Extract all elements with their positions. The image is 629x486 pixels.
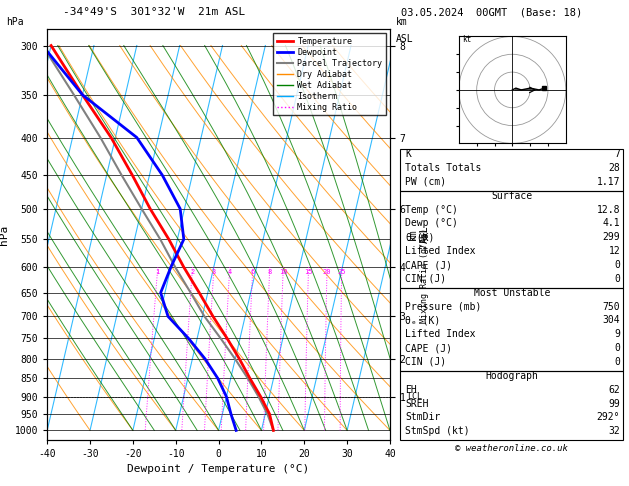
Text: 7: 7: [615, 149, 620, 159]
Text: θₑ (K): θₑ (K): [405, 315, 440, 326]
Text: hPa: hPa: [6, 17, 24, 27]
Text: 9: 9: [615, 330, 620, 339]
Text: StmDir: StmDir: [405, 412, 440, 422]
Text: SREH: SREH: [405, 399, 428, 409]
Text: 4: 4: [227, 269, 231, 276]
Text: 0: 0: [615, 343, 620, 353]
Text: 12: 12: [608, 246, 620, 256]
Text: 304: 304: [603, 315, 620, 326]
Text: Totals Totals: Totals Totals: [405, 163, 481, 173]
Text: 62: 62: [608, 385, 620, 395]
Text: 6: 6: [250, 269, 255, 276]
Text: Mixing Ratio (g/kg): Mixing Ratio (g/kg): [420, 228, 429, 323]
Text: -34°49'S  301°32'W  21m ASL: -34°49'S 301°32'W 21m ASL: [63, 7, 245, 17]
Text: 32: 32: [608, 426, 620, 436]
Text: 12.8: 12.8: [597, 205, 620, 215]
Text: PW (cm): PW (cm): [405, 177, 446, 187]
X-axis label: Dewpoint / Temperature (°C): Dewpoint / Temperature (°C): [128, 465, 309, 474]
Text: 10: 10: [279, 269, 287, 276]
Text: 1: 1: [155, 269, 160, 276]
Text: 750: 750: [603, 301, 620, 312]
Text: 25: 25: [337, 269, 346, 276]
Text: 20: 20: [323, 269, 331, 276]
Y-axis label: km
ASL: km ASL: [408, 226, 430, 243]
Text: Surface: Surface: [491, 191, 532, 201]
Text: 03.05.2024  00GMT  (Base: 18): 03.05.2024 00GMT (Base: 18): [401, 7, 582, 17]
Text: LCL: LCL: [407, 392, 422, 401]
Text: Lifted Index: Lifted Index: [405, 330, 476, 339]
Legend: Temperature, Dewpoint, Parcel Trajectory, Dry Adiabat, Wet Adiabat, Isotherm, Mi: Temperature, Dewpoint, Parcel Trajectory…: [274, 34, 386, 116]
Text: 8: 8: [267, 269, 272, 276]
Text: θₑ(K): θₑ(K): [405, 232, 435, 243]
Text: kt: kt: [462, 35, 472, 44]
Text: Lifted Index: Lifted Index: [405, 246, 476, 256]
Text: CIN (J): CIN (J): [405, 357, 446, 367]
Text: K: K: [405, 149, 411, 159]
Text: 2: 2: [190, 269, 194, 276]
Text: 28: 28: [608, 163, 620, 173]
Text: © weatheronline.co.uk: © weatheronline.co.uk: [455, 444, 568, 453]
Text: Dewp (°C): Dewp (°C): [405, 219, 458, 228]
Text: Pressure (mb): Pressure (mb): [405, 301, 481, 312]
Text: 1.17: 1.17: [597, 177, 620, 187]
Text: 299: 299: [603, 232, 620, 243]
Text: 0: 0: [615, 260, 620, 270]
Text: ASL: ASL: [396, 34, 414, 44]
Text: CAPE (J): CAPE (J): [405, 260, 452, 270]
Text: 15: 15: [304, 269, 313, 276]
Text: CIN (J): CIN (J): [405, 274, 446, 284]
Text: Temp (°C): Temp (°C): [405, 205, 458, 215]
Text: 0: 0: [615, 274, 620, 284]
Text: km: km: [396, 17, 408, 27]
Text: EH: EH: [405, 385, 417, 395]
Text: Hodograph: Hodograph: [485, 371, 538, 381]
Text: 292°: 292°: [597, 412, 620, 422]
Text: 3: 3: [211, 269, 216, 276]
Text: Most Unstable: Most Unstable: [474, 288, 550, 298]
Text: 0: 0: [615, 357, 620, 367]
Text: StmSpd (kt): StmSpd (kt): [405, 426, 470, 436]
Text: CAPE (J): CAPE (J): [405, 343, 452, 353]
Text: 4.1: 4.1: [603, 219, 620, 228]
Text: 99: 99: [608, 399, 620, 409]
Y-axis label: hPa: hPa: [0, 225, 9, 244]
